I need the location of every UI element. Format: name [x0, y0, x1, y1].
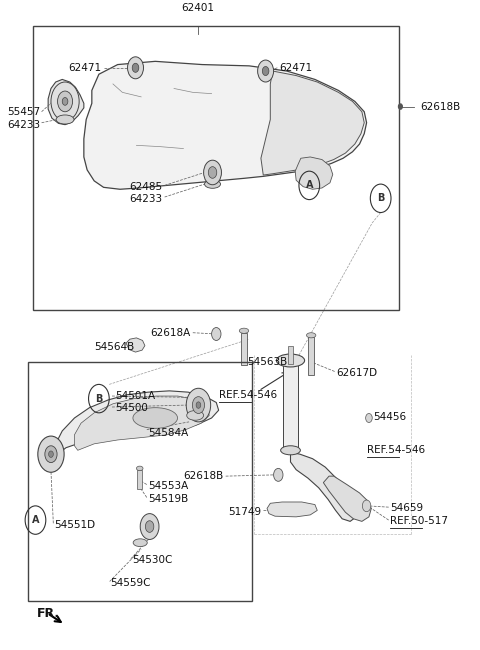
Bar: [240, 333, 247, 365]
Polygon shape: [84, 61, 367, 189]
Text: 54519B: 54519B: [148, 495, 189, 504]
Text: 54553A: 54553A: [148, 482, 189, 491]
Text: 62617D: 62617D: [336, 368, 377, 378]
Text: 62471: 62471: [280, 63, 313, 73]
Polygon shape: [74, 396, 209, 450]
Text: 54659: 54659: [390, 504, 423, 514]
Circle shape: [208, 166, 217, 178]
Text: 54500: 54500: [115, 402, 148, 413]
Ellipse shape: [136, 466, 143, 471]
Bar: [283, 363, 299, 452]
Circle shape: [132, 63, 139, 72]
Circle shape: [196, 402, 201, 408]
Circle shape: [45, 446, 57, 463]
Text: 54501A: 54501A: [115, 391, 156, 401]
Ellipse shape: [281, 446, 300, 455]
Ellipse shape: [187, 411, 204, 421]
Text: 54530C: 54530C: [132, 555, 172, 565]
Circle shape: [38, 436, 64, 473]
Text: 54564B: 54564B: [94, 342, 134, 352]
Text: 62618B: 62618B: [183, 471, 223, 481]
Text: 54584A: 54584A: [148, 428, 189, 438]
Text: 54551D: 54551D: [54, 520, 96, 530]
Ellipse shape: [306, 333, 316, 338]
Text: 54559C: 54559C: [110, 578, 151, 588]
Text: REF.54-546: REF.54-546: [367, 445, 425, 455]
Text: 62618A: 62618A: [150, 328, 191, 338]
Circle shape: [264, 68, 267, 73]
Text: 51749: 51749: [228, 507, 261, 517]
Circle shape: [48, 451, 53, 458]
Circle shape: [145, 521, 154, 532]
Text: 62471: 62471: [68, 63, 101, 73]
Polygon shape: [267, 502, 317, 517]
Polygon shape: [126, 338, 145, 352]
Text: 62401: 62401: [181, 3, 214, 13]
Ellipse shape: [133, 408, 178, 428]
Bar: [288, 346, 293, 364]
Text: 64233: 64233: [7, 120, 40, 129]
Circle shape: [128, 57, 144, 79]
Circle shape: [186, 388, 211, 422]
Ellipse shape: [240, 328, 249, 333]
Polygon shape: [261, 71, 364, 175]
Polygon shape: [295, 157, 333, 189]
Polygon shape: [290, 452, 357, 521]
Text: 62485: 62485: [129, 183, 162, 192]
Circle shape: [58, 91, 72, 112]
Polygon shape: [54, 391, 219, 457]
Circle shape: [398, 104, 402, 109]
Bar: [308, 337, 314, 374]
Text: 55457: 55457: [7, 107, 40, 117]
Text: FR.: FR.: [37, 607, 60, 620]
Bar: [137, 470, 142, 489]
Ellipse shape: [133, 539, 147, 547]
Bar: [28, 362, 252, 601]
Ellipse shape: [204, 180, 220, 188]
Circle shape: [62, 98, 68, 105]
Circle shape: [362, 500, 371, 512]
Text: A: A: [306, 181, 313, 190]
Circle shape: [204, 160, 221, 185]
Circle shape: [274, 469, 283, 481]
Circle shape: [212, 328, 221, 341]
Circle shape: [262, 66, 269, 75]
Circle shape: [133, 65, 137, 70]
Polygon shape: [324, 476, 372, 521]
Circle shape: [140, 514, 159, 540]
Text: 64233: 64233: [129, 194, 162, 204]
Circle shape: [366, 413, 372, 423]
Ellipse shape: [276, 354, 305, 367]
Text: 62618B: 62618B: [420, 101, 461, 112]
Circle shape: [51, 82, 79, 121]
Text: REF.50-517: REF.50-517: [390, 516, 448, 526]
Text: B: B: [377, 193, 384, 203]
Bar: [33, 26, 399, 310]
Polygon shape: [48, 79, 84, 125]
Text: REF.54-546: REF.54-546: [219, 391, 277, 400]
Text: A: A: [32, 515, 39, 525]
Text: B: B: [95, 394, 103, 404]
Ellipse shape: [56, 115, 74, 124]
Circle shape: [192, 396, 204, 413]
Text: 54456: 54456: [373, 411, 407, 422]
Circle shape: [258, 60, 274, 82]
Text: 54563B: 54563B: [247, 357, 287, 367]
